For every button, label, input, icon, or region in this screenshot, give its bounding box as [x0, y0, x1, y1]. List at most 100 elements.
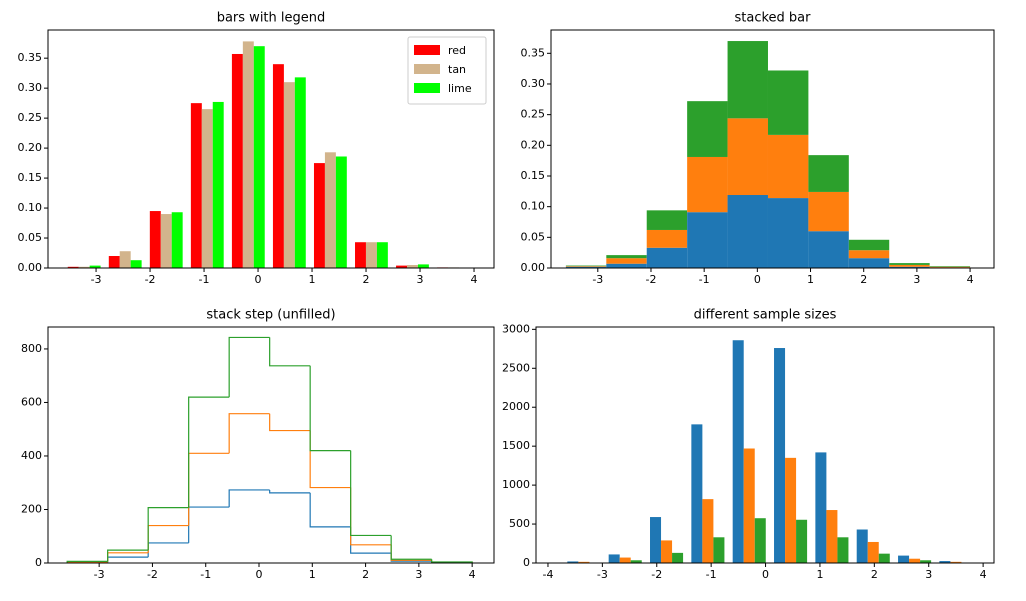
x-tick-label: -1: [699, 273, 710, 286]
bar-segment: [727, 195, 768, 268]
axes-frame: [47, 29, 495, 269]
y-tick-label: 0.15: [521, 169, 546, 182]
bar: [898, 555, 910, 563]
bar: [253, 46, 265, 268]
bar: [815, 452, 827, 563]
y-tick-label: 0.10: [18, 201, 43, 214]
step-line: [269, 413, 311, 432]
bar-segment: [767, 70, 809, 135]
bar: [950, 561, 962, 563]
bar: [826, 510, 838, 563]
y-tick-label: 0.20: [521, 138, 546, 151]
y-tick-label: 0.05: [521, 230, 546, 243]
step-line: [269, 337, 311, 367]
x-tick-label: -3: [597, 568, 608, 581]
bar-segment: [646, 210, 688, 230]
x-tick-label: 0: [255, 273, 262, 286]
x-tick-label: 3: [417, 273, 424, 286]
bar: [785, 457, 797, 563]
x-tick-label: 1: [309, 273, 316, 286]
bar: [702, 499, 714, 563]
bar-segment: [606, 263, 647, 268]
bar-segment: [848, 258, 890, 268]
bar: [130, 260, 142, 268]
y-tick-label: 0.25: [18, 111, 43, 124]
y-tick-label: 0.00: [18, 261, 43, 274]
x-tick-label: 2: [362, 568, 369, 581]
step-line: [350, 450, 392, 537]
bar: [171, 212, 183, 268]
step-line: [228, 489, 270, 508]
axes-frame: [535, 326, 995, 564]
bar: [376, 242, 388, 268]
x-tick-label: 4: [967, 273, 974, 286]
bar: [743, 448, 755, 563]
bar: [119, 251, 131, 268]
y-tick-label: 1500: [502, 439, 530, 452]
y-tick-label: 200: [21, 502, 42, 515]
legend-swatch: [414, 45, 440, 55]
bar-segment: [808, 155, 849, 192]
y-tick-label: 600: [21, 395, 42, 408]
x-tick-label: -1: [199, 273, 210, 286]
bar: [231, 53, 243, 268]
bar: [619, 557, 631, 563]
step-line: [309, 365, 351, 452]
y-tick-label: 0.35: [18, 51, 43, 64]
x-tick-label: 0: [754, 273, 761, 286]
bar: [283, 82, 295, 268]
x-tick-label: -3: [91, 273, 102, 286]
bar: [650, 517, 662, 563]
x-tick-label: 4: [471, 273, 478, 286]
x-tick-label: 3: [415, 568, 422, 581]
bar-segment: [767, 134, 809, 199]
bar-segment: [848, 239, 890, 251]
bar: [67, 266, 79, 268]
y-tick-label: 0.25: [521, 108, 546, 121]
bar: [754, 518, 766, 563]
bar-segment: [889, 264, 930, 267]
legend-swatch: [414, 64, 440, 74]
chart-title: different sample sizes: [694, 308, 837, 323]
bar: [365, 242, 377, 268]
bar: [406, 265, 418, 268]
x-tick-label: -3: [94, 568, 105, 581]
step-line: [431, 559, 473, 563]
plot: [565, 41, 971, 268]
bar: [608, 554, 620, 563]
bar: [294, 77, 306, 268]
bar: [89, 265, 101, 268]
chart-title: stack step (unfilled): [206, 308, 335, 323]
bar: [417, 264, 429, 268]
x-tick-label: 1: [816, 568, 823, 581]
bar: [242, 41, 254, 268]
bar-segment: [889, 263, 930, 265]
subplot: -3 -2 -1 0 1 2 3 4 0.00 0.05 0.10 0.15 0.20 0.25 0.30 0…: [521, 11, 995, 286]
bar: [856, 529, 868, 563]
bar: [396, 265, 407, 268]
plot-area: [48, 327, 494, 563]
y-tick-label: 2000: [502, 400, 530, 413]
bar-segment: [606, 255, 647, 259]
bar: [578, 561, 590, 563]
bar-segment: [565, 266, 607, 267]
y-tick-label: 400: [21, 449, 42, 462]
y-tick-label: 500: [509, 517, 530, 530]
bar-segment: [727, 118, 768, 196]
bar: [837, 537, 849, 563]
y-tick-label: 3000: [502, 322, 530, 335]
y-tick-label: 800: [21, 342, 42, 355]
bar: [335, 156, 347, 268]
bar: [939, 561, 951, 563]
x-tick-label: -2: [645, 273, 656, 286]
x-tick-label: -4: [542, 568, 553, 581]
bar: [630, 560, 642, 563]
bar: [878, 553, 890, 563]
bar-segment: [848, 250, 890, 259]
bar-segment: [687, 156, 728, 213]
bar: [774, 348, 786, 563]
y-tick-label: 0.20: [18, 141, 43, 154]
x-tick-label: -2: [145, 273, 156, 286]
y-tick-label: 0.30: [521, 77, 546, 90]
y-tick-label: 0: [523, 556, 530, 569]
